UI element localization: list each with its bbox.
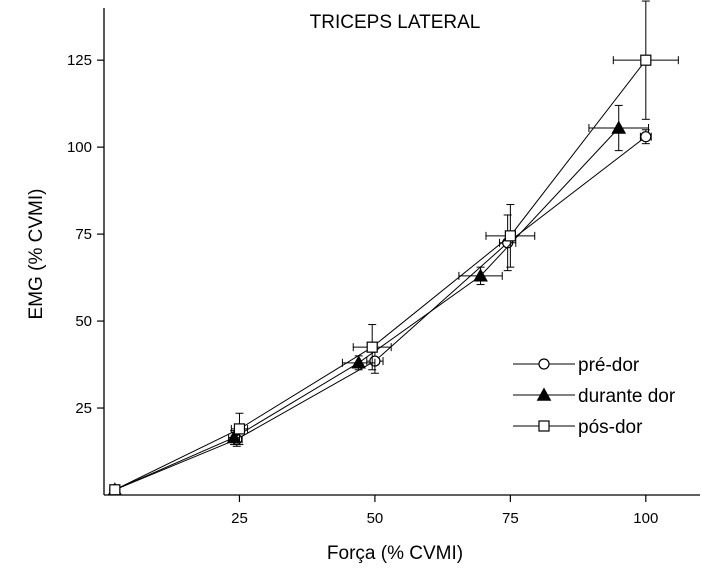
y-tick-label: 75 — [75, 226, 92, 243]
y-tick-label: 50 — [75, 313, 92, 330]
legend-marker — [536, 387, 552, 401]
legend-marker — [538, 358, 550, 370]
data-point — [640, 131, 652, 143]
data-point — [366, 341, 378, 353]
series-2 — [107, 104, 650, 496]
y-tick-label: 25 — [75, 400, 92, 417]
x-tick-label: 50 — [367, 510, 384, 527]
data-point — [351, 355, 367, 369]
legend: pré-dor durante dor pós-dor — [513, 355, 676, 438]
legend-label: pré-dor — [578, 355, 640, 376]
legend-marker — [538, 420, 550, 432]
x-tick-label: 100 — [633, 510, 658, 527]
data-point — [504, 230, 516, 242]
plot-area — [107, 0, 679, 496]
legend-item: pré-dor — [513, 355, 640, 376]
legend-label: durante dor — [578, 386, 676, 407]
x-tick-label: 25 — [231, 510, 248, 527]
x-tick-label: 75 — [502, 510, 519, 527]
x-axis-label: Força (% CVMI) — [327, 543, 463, 564]
data-point — [109, 484, 121, 496]
data-point — [640, 54, 652, 66]
series-1 — [109, 129, 652, 496]
y-tick-label: 125 — [67, 52, 92, 69]
data-point — [611, 120, 627, 134]
y-ticks: 25 50 75 100 125 — [67, 52, 104, 417]
chart-title: TRICEPS LATERAL — [310, 12, 481, 33]
y-tick-label: 100 — [67, 139, 92, 156]
data-point — [473, 268, 488, 282]
legend-label: pós-dor — [578, 417, 643, 438]
series-line — [114, 59, 647, 491]
series-line — [114, 127, 620, 491]
y-axis-label: EMG (% CVMI) — [26, 189, 47, 320]
legend-item: durante dor — [513, 386, 676, 407]
data-point — [233, 423, 246, 435]
x-ticks: 25 50 75 100 — [231, 495, 658, 527]
data-point — [226, 430, 242, 444]
legend-item: pós-dor — [513, 417, 643, 438]
series-line — [114, 136, 647, 491]
